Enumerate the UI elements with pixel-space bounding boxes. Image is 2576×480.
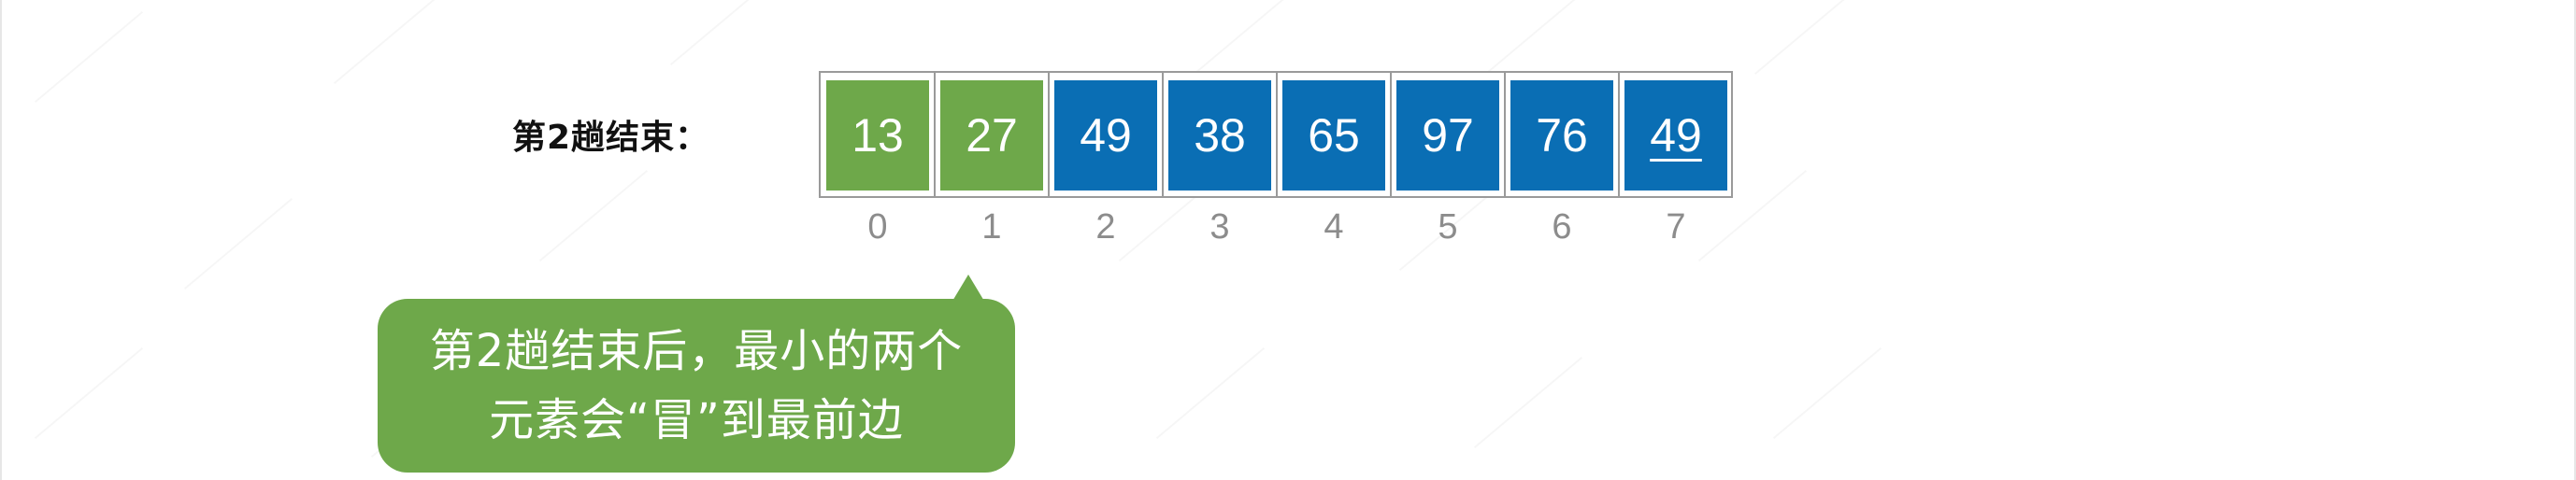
array-cell-value: 65 [1308, 109, 1360, 162]
array-cell: 65 [1282, 80, 1385, 191]
array-frame: 13 27 49 38 65 97 76 49 [819, 71, 1733, 198]
array-cell-value: 49 [1650, 109, 1702, 162]
callout-line-1: 第2趟结束后，最小的两个 [429, 325, 964, 377]
callout-line-2: 元素会“冒”到最前边 [489, 394, 904, 446]
right-edge-line [2574, 0, 2576, 480]
cell-separator [1162, 73, 1164, 196]
array-cell-value: 97 [1422, 109, 1474, 162]
array-cell-value: 49 [1080, 109, 1132, 162]
array-cell: 49 [1054, 80, 1157, 191]
watermark-mark [334, 0, 442, 84]
cell-separator [1048, 73, 1050, 196]
index-label: 7 [1666, 207, 1686, 247]
watermark-mark [539, 170, 648, 261]
watermark-mark [1474, 357, 1582, 448]
array-cell: 13 [826, 80, 929, 191]
cell-separator [1504, 73, 1506, 196]
array-cell: 49 [1624, 80, 1727, 191]
watermark-mark [35, 347, 143, 439]
watermark-mark [1754, 0, 1863, 75]
array-cell-value: 76 [1536, 109, 1588, 162]
watermark-mark [670, 0, 779, 65]
array-cell-value: 38 [1194, 109, 1246, 162]
cell-separator [1276, 73, 1278, 196]
index-label: 3 [1209, 207, 1230, 247]
index-label: 2 [1095, 207, 1116, 247]
step-label: 第2趟结束： [512, 119, 710, 157]
cell-separator [1618, 73, 1620, 196]
callout-bubble: 第2趟结束后，最小的两个 元素会“冒”到最前边 [378, 299, 1015, 473]
array-cell: 76 [1510, 80, 1613, 191]
index-label: 0 [867, 207, 888, 247]
array-cell-value: 13 [852, 109, 904, 162]
watermark-mark [184, 198, 293, 289]
array-cell: 97 [1396, 80, 1499, 191]
watermark-mark [35, 11, 143, 103]
index-label: 4 [1324, 207, 1344, 247]
watermark-mark [1773, 347, 1882, 439]
callout-tail [952, 275, 985, 303]
cell-separator [934, 73, 936, 196]
left-edge-line [0, 0, 2, 480]
watermark-mark [1194, 0, 1302, 75]
array-cell: 38 [1168, 80, 1271, 191]
index-label: 6 [1552, 207, 1572, 247]
index-label: 5 [1438, 207, 1458, 247]
array-cell: 27 [940, 80, 1043, 191]
watermark-mark [1156, 347, 1265, 439]
index-label: 1 [981, 207, 1002, 247]
array-cell-value: 27 [966, 109, 1018, 162]
cell-separator [1390, 73, 1392, 196]
